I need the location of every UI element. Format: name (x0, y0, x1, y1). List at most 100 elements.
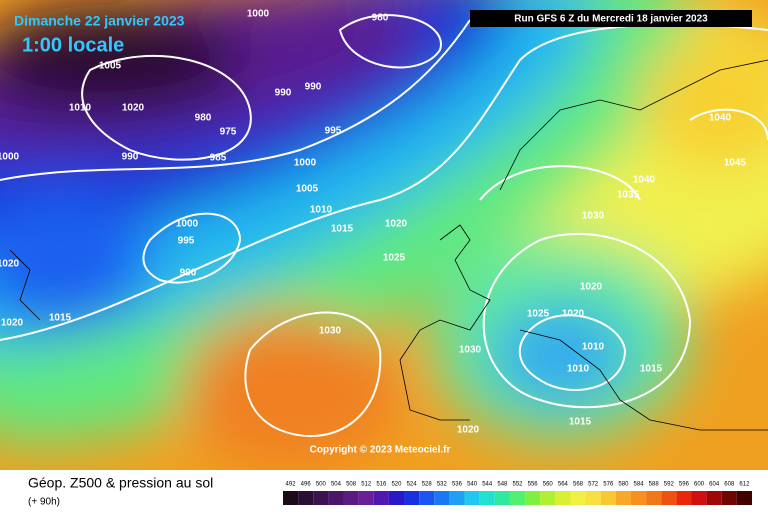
isobar-label: 1000 (0, 152, 20, 163)
scale-swatch (646, 491, 662, 505)
scale-label: 528 (422, 482, 433, 488)
scale-swatch (419, 491, 435, 505)
scale-label: 584 (634, 482, 645, 488)
isobar-labels: 1000 980 1005 1010 1020 980 975 985 990 990 995 100… (0, 9, 747, 436)
isobar-label: 1015 (640, 364, 663, 375)
scale-label: 608 (724, 482, 735, 488)
scale-label: 504 (331, 482, 342, 488)
scale-swatch (555, 491, 571, 505)
isobar-label: 1010 (69, 103, 92, 114)
scale-swatch (298, 491, 314, 505)
scale-label: 572 (588, 482, 599, 488)
isobar-label: 975 (220, 127, 237, 138)
isobar-label: 1020 (457, 425, 480, 436)
scale-swatch (479, 491, 495, 505)
isobar-label: 1020 (385, 219, 408, 230)
isobar-label: 1015 (331, 224, 354, 235)
scale-label: 524 (407, 482, 418, 488)
scale-swatch (434, 491, 450, 505)
coastlines (9, 59, 768, 431)
scale-swatch (494, 491, 510, 505)
isobar-label: 1020 (122, 103, 145, 114)
scale-label: 576 (603, 482, 614, 488)
scale-label: 500 (316, 482, 327, 488)
scale-label: 592 (664, 482, 675, 488)
isobar-label: 1025 (527, 309, 550, 320)
isobar-label: 1020 (562, 309, 585, 320)
scale-swatch (464, 491, 480, 505)
scale-label: 564 (558, 482, 569, 488)
scale-swatch (585, 491, 601, 505)
isobar-label: 990 (180, 268, 197, 279)
scale-label: 540 (467, 482, 478, 488)
scale-swatch (328, 491, 344, 505)
scale-swatch (600, 491, 616, 505)
isobar-label: 1020 (1, 318, 24, 329)
isobar-label: 1005 (99, 61, 122, 72)
color-scale: 492 496 500 504 508 512 516 520 524 528 532 536 540 5… (283, 482, 752, 505)
scale-label: 568 (573, 482, 584, 488)
scale-label: 492 (286, 482, 297, 488)
date-text: Dimanche 22 janvier 2023 (14, 13, 185, 29)
time-text: 1:00 locale (22, 34, 124, 56)
scale-swatch (343, 491, 359, 505)
scale-label: 508 (346, 482, 357, 488)
isobar-label: 1000 (247, 9, 270, 20)
scale-label: 532 (437, 482, 448, 488)
isobar-label: 1010 (582, 342, 605, 353)
scale-swatch (691, 491, 707, 505)
run-box (470, 10, 752, 27)
isobar-label: 1030 (582, 211, 605, 222)
isobar-label: 990 (122, 152, 139, 163)
scale-swatch (358, 491, 374, 505)
isobar-label: 1030 (459, 345, 482, 356)
scale-swatch (661, 491, 677, 505)
scale-label: 580 (618, 482, 629, 488)
scale-label: 612 (739, 482, 750, 488)
isobar-label: 1030 (319, 326, 342, 337)
scale-label: 552 (512, 482, 523, 488)
footer-lead: (+ 90h) (28, 497, 60, 508)
scale-swatch (283, 491, 299, 505)
scale-label: 604 (709, 482, 720, 488)
scale-label: 544 (482, 482, 493, 488)
scale-swatch (676, 491, 692, 505)
scale-swatch (630, 491, 647, 505)
scale-swatch (373, 491, 389, 505)
scale-label: 520 (391, 482, 402, 488)
isobar-label: 1010 (310, 205, 333, 216)
isobar-label: 1010 (567, 364, 590, 375)
isobar-label: 1025 (383, 253, 406, 264)
scale-swatch (388, 491, 405, 505)
scale-swatch (721, 491, 737, 505)
scale-swatch (313, 491, 329, 505)
isobar-label: 1045 (724, 158, 747, 169)
scale-label: 596 (679, 482, 690, 488)
scale-swatch (570, 491, 586, 505)
scale-swatch (736, 491, 752, 505)
scale-label: 536 (452, 482, 463, 488)
isobar-label: 990 (305, 82, 322, 93)
isobar-label: 1020 (580, 282, 603, 293)
isobar-label: 1015 (569, 417, 592, 428)
scale-swatch (449, 491, 465, 505)
scale-label: 496 (301, 482, 312, 488)
isobar-label: 980 (195, 113, 212, 124)
isobar-label: 985 (210, 153, 227, 164)
isobar-label: 980 (372, 13, 389, 24)
isobar-label: 1040 (709, 113, 732, 124)
scale-label: 556 (528, 482, 539, 488)
isobar-label: 995 (325, 126, 342, 137)
isobar-label: 1035 (617, 190, 640, 201)
isobar-label: 1000 (176, 219, 199, 230)
run-text: Run GFS 6 Z du Mercredi 18 janvier 2023 (514, 14, 708, 25)
isobar-label: 990 (275, 88, 292, 99)
scale-swatch (509, 491, 526, 505)
scale-label: 548 (497, 482, 508, 488)
scale-label: 516 (376, 482, 387, 488)
scale-label: 512 (361, 482, 372, 488)
isobar-label: 995 (178, 236, 195, 247)
scale-swatch (615, 491, 631, 505)
scale-label: 560 (543, 482, 554, 488)
isobar-label: 1005 (296, 184, 319, 195)
